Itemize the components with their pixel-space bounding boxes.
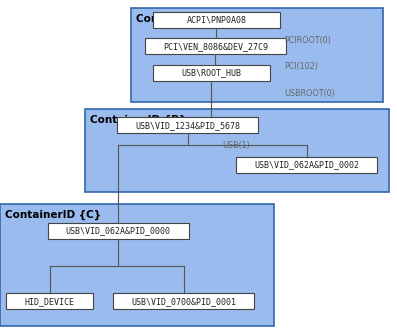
Text: ContainerID {A}: ContainerID {A} — [136, 14, 232, 24]
FancyBboxPatch shape — [131, 8, 383, 102]
Text: PCI(102): PCI(102) — [284, 62, 318, 71]
Text: ACPI\PNP0A08: ACPI\PNP0A08 — [186, 15, 247, 25]
Text: USB\VID_1234&PID_5678: USB\VID_1234&PID_5678 — [135, 121, 240, 130]
Text: USBROOT(0): USBROOT(0) — [284, 89, 335, 98]
Text: PCIROOT(0): PCIROOT(0) — [284, 36, 331, 45]
FancyBboxPatch shape — [6, 293, 93, 309]
Text: USB(1): USB(1) — [222, 141, 250, 150]
FancyBboxPatch shape — [145, 38, 286, 54]
FancyBboxPatch shape — [153, 65, 270, 81]
Text: PCI\VEN_8086&DEV_27C9: PCI\VEN_8086&DEV_27C9 — [163, 42, 268, 51]
FancyBboxPatch shape — [236, 157, 377, 173]
Text: USB\VID_062A&PID_0002: USB\VID_062A&PID_0002 — [254, 160, 359, 169]
FancyBboxPatch shape — [85, 109, 389, 192]
FancyBboxPatch shape — [113, 293, 254, 309]
Text: ContainerID {B}: ContainerID {B} — [90, 114, 187, 125]
Text: USB\ROOT_HUB: USB\ROOT_HUB — [181, 68, 241, 77]
Text: ContainerID {C}: ContainerID {C} — [5, 210, 101, 220]
Text: HID_DEVICE: HID_DEVICE — [25, 297, 75, 306]
FancyBboxPatch shape — [48, 223, 189, 239]
FancyBboxPatch shape — [0, 204, 274, 326]
FancyBboxPatch shape — [153, 12, 280, 28]
FancyBboxPatch shape — [117, 117, 258, 133]
Text: USB\VID_0700&PID_0001: USB\VID_0700&PID_0001 — [131, 297, 236, 306]
Text: USB\VID_062A&PID_0000: USB\VID_062A&PID_0000 — [66, 226, 171, 235]
